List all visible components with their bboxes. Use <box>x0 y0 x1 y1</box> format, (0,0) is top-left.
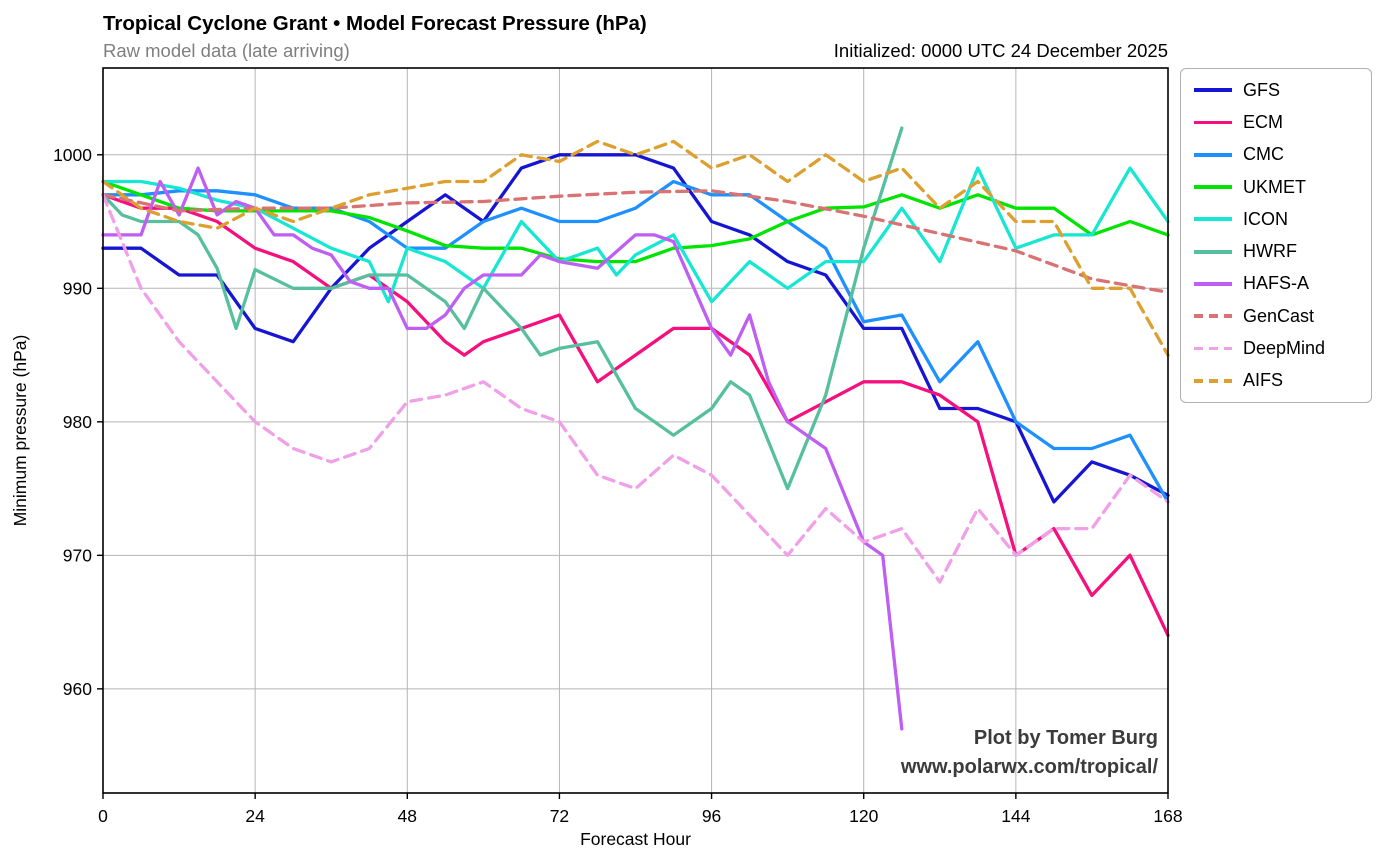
tick-label-y: 960 <box>63 679 92 699</box>
legend-label-cmc: CMC <box>1243 144 1284 165</box>
legend-label-ukmet: UKMET <box>1243 176 1306 197</box>
legend-swatch-ecm <box>1194 120 1232 125</box>
credit-annotation: Plot by Tomer Burg www.polarwx.com/tropi… <box>901 724 1158 782</box>
series-line-icon <box>101 166 1170 304</box>
credit-author: Plot by Tomer Burg <box>973 727 1158 749</box>
legend-item-deepmind: DeepMind <box>1194 332 1371 364</box>
series-line-gencast <box>101 189 1170 294</box>
chart-subtitle: Raw model data (late arriving) <box>103 40 350 61</box>
credit-url: www.polarwx.com/tropical/ <box>900 756 1158 778</box>
legend-swatch-hafs-a <box>1194 282 1232 286</box>
legend-item-ecm: ECM <box>1194 106 1371 138</box>
series-line-ukmet <box>101 179 1170 264</box>
tick-label-y: 1000 <box>53 145 92 165</box>
tick-label-x: 48 <box>398 806 417 826</box>
legend-item-gfs: GFS <box>1194 74 1371 106</box>
page-title: Tropical Cyclone Grant • Model Forecast … <box>103 12 647 35</box>
legend-item-icon: ICON <box>1194 203 1371 235</box>
legend-item-hafs-a: HAFS-A <box>1194 268 1371 300</box>
tick-label-y: 990 <box>63 278 92 298</box>
series-line-aifs <box>101 139 1170 357</box>
tick-label-x: 72 <box>550 806 569 826</box>
legend-item-aifs: AIFS <box>1194 365 1371 397</box>
series-line-deepmind <box>101 193 1170 584</box>
plot-border <box>102 67 1169 794</box>
legend-swatch-gencast <box>1194 314 1232 319</box>
legend-swatch-aifs <box>1194 378 1232 383</box>
x-axis-label: Forecast Hour <box>580 829 691 849</box>
legend-item-ukmet: UKMET <box>1194 171 1371 203</box>
tick-label-x: 120 <box>849 806 878 826</box>
legend-label-hafs-a: HAFS-A <box>1243 273 1310 294</box>
legend-label-hwrf: HWRF <box>1243 241 1297 262</box>
legend-swatch-icon <box>1194 217 1232 222</box>
series-line-cmc <box>101 179 1170 504</box>
tick-label-x: 0 <box>98 806 108 826</box>
legend-swatch-hwrf <box>1194 249 1232 254</box>
series-line-hwrf <box>101 126 904 491</box>
tick-label-y: 970 <box>63 545 92 565</box>
legend-label-ecm: ECM <box>1243 111 1283 132</box>
legend: GFS ECM CMC UKMET ICON HWRF HAFS-A GenCast DeepM… <box>1180 68 1372 403</box>
tick-label-x: 96 <box>702 806 721 826</box>
legend-swatch-deepmind <box>1194 346 1232 351</box>
series-line-gfs <box>101 153 1170 504</box>
legend-label-icon: ICON <box>1243 208 1288 229</box>
legend-item-gencast: GenCast <box>1194 300 1371 332</box>
legend-label-gencast: GenCast <box>1243 305 1315 326</box>
legend-item-hwrf: HWRF <box>1194 235 1371 267</box>
tick-label-x: 168 <box>1153 806 1182 826</box>
legend-item-cmc: CMC <box>1194 139 1371 171</box>
init-timestamp: Initialized: 0000 UTC 24 December 2025 <box>833 40 1168 61</box>
y-axis-label: Minimum pressure (hPa) <box>10 335 30 527</box>
legend-swatch-gfs <box>1194 88 1232 93</box>
legend-label-deepmind: DeepMind <box>1243 338 1326 359</box>
legend-swatch-ukmet <box>1194 185 1232 189</box>
tick-label-y: 980 <box>63 412 92 432</box>
series-line-hafs-a <box>101 166 904 731</box>
tick-label-x: 144 <box>1001 806 1030 826</box>
legend-label-aifs: AIFS <box>1243 370 1284 391</box>
tick-label-x: 24 <box>245 806 265 826</box>
series-line-ecm <box>101 193 1170 638</box>
legend-swatch-cmc <box>1194 152 1232 157</box>
legend-label-gfs: GFS <box>1243 79 1281 100</box>
